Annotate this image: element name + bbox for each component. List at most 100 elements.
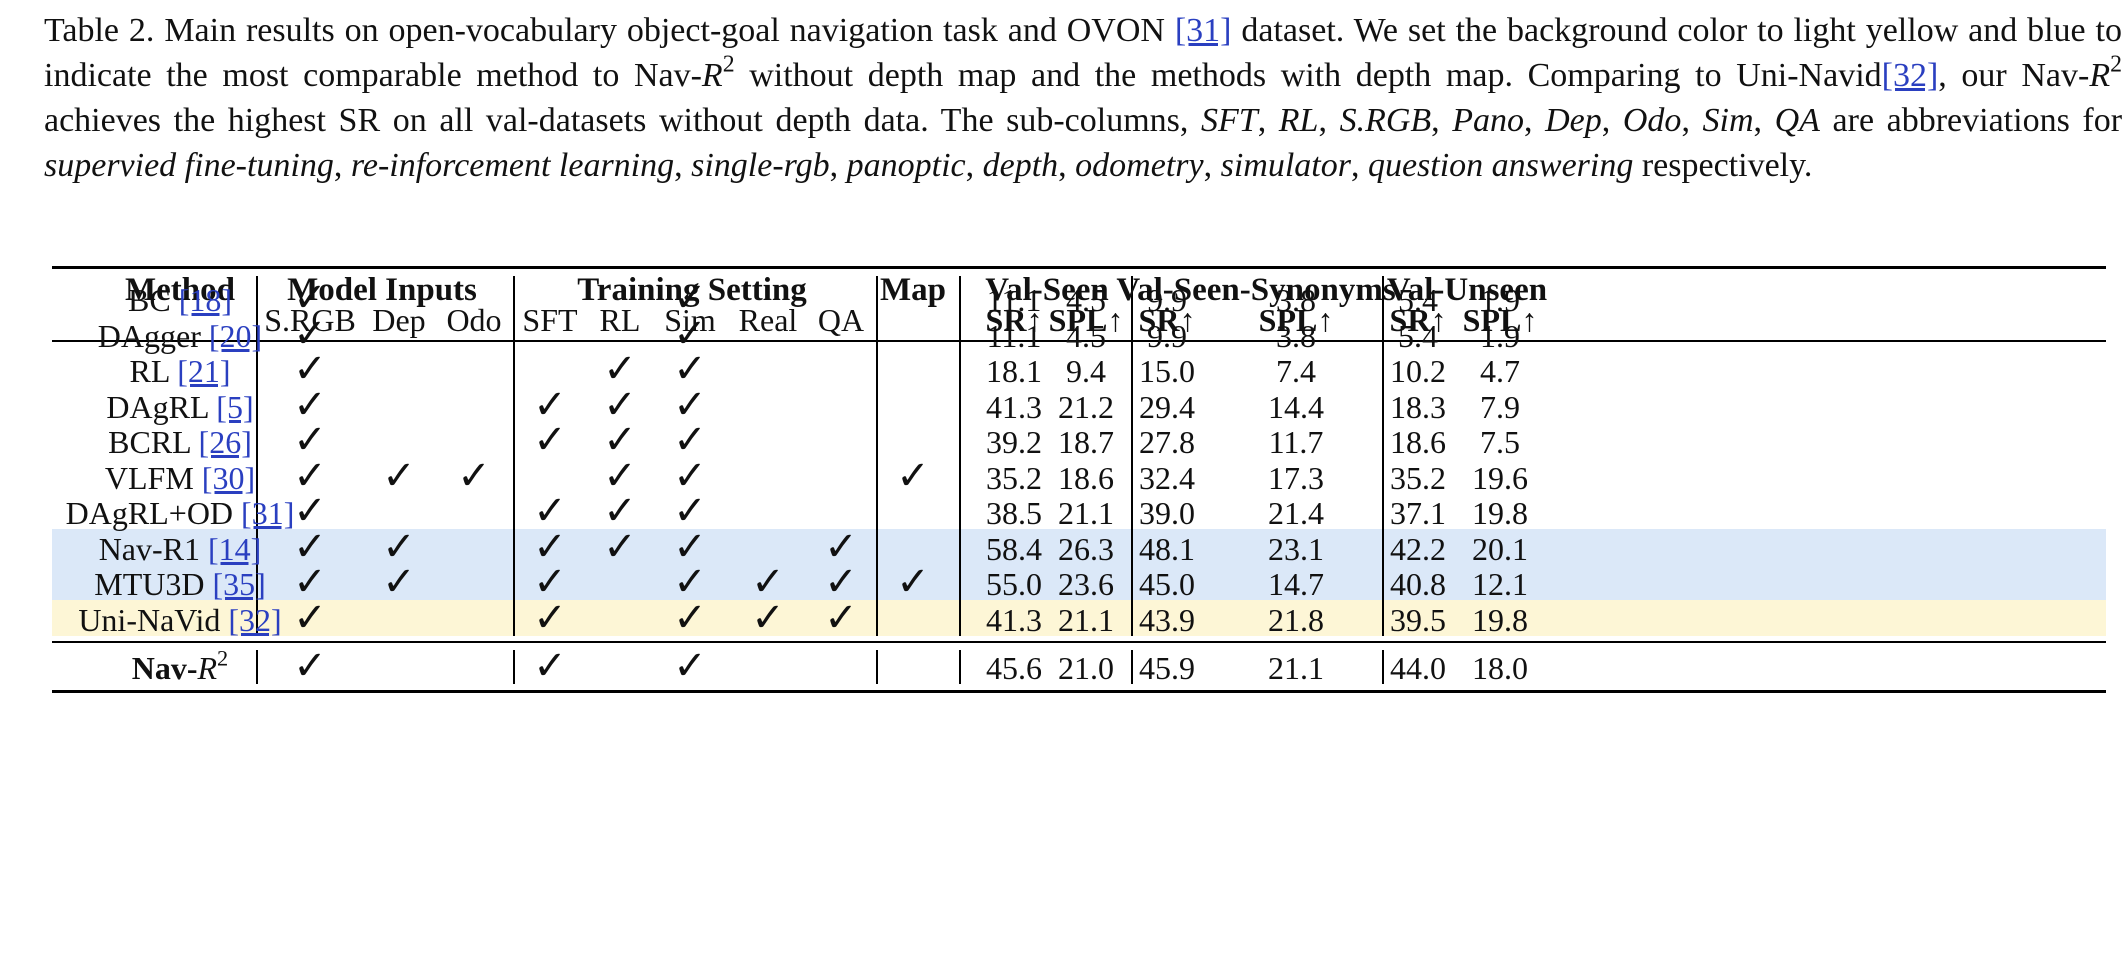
check-mark: ✓ [533,559,567,605]
math-r2: R2 [701,51,735,94]
results-table: Method Model Inputs Training Setting Map Val… [52,266,2106,944]
header-val-unseen: Val-Unseen [1386,272,1548,308]
value-cell: 18.6 [1058,459,1114,496]
subheader-sr: SR↑ [1138,302,1196,338]
check-mark: ✓ [533,417,567,463]
citation-link[interactable]: [30] [201,459,256,496]
caption-text-6: are abbreviations for [1832,102,2123,139]
caption-text-1: Main results on open-vocabulary object-g… [164,12,1165,49]
header-val-seen-synonyms: Val-Seen-Synonyms [1116,272,1396,308]
check-mark: ✓ [751,594,785,641]
citation-link[interactable]: [5] [216,388,254,425]
citation-link[interactable]: [14] [208,530,262,567]
caption-ref-uninavid[interactable]: [32] [1881,57,1939,94]
method-label: BC [128,282,171,318]
citation-link[interactable]: [26] [198,424,252,460]
citation-link[interactable]: [18] [178,282,232,318]
value-cell: 12.1 [1472,566,1528,602]
value-cell: 45.9 [1139,650,1195,686]
caption-text-2: dataset. We set the background color to … [44,12,2122,94]
column-divider [1131,282,1133,636]
method-label: Nav-R1 [98,530,200,567]
subheader-rl: RL [599,302,641,338]
full-odo: odometry [1075,147,1204,184]
method-label: BCRL [108,424,191,460]
method-name: VLFM [30] [105,458,255,498]
subheader-sr: SR↑ [1389,302,1447,338]
column-divider [1382,282,1384,636]
citation-link[interactable]: [35] [212,566,266,602]
citation-link[interactable]: [32] [228,601,282,638]
value-cell: 21.8 [1268,601,1324,638]
value-cell: 10.2 [1390,353,1446,389]
check-mark: ✓ [382,523,416,570]
table-caption: Table 2. Main results on open-vocabulary… [44,12,2123,184]
check-mark: ✓ [603,523,637,570]
method-name: BC [18] [128,280,232,320]
check-mark: ✓ [673,452,707,499]
value-cell: 18.1 [986,353,1042,389]
check-mark: ✓ [896,452,930,499]
check-mark: ✓ [293,594,327,641]
abbr-pano: Pano [1452,102,1525,139]
row-highlight-band [52,599,2106,636]
check-mark: ✓ [673,488,707,534]
value-cell: 35.2 [1390,459,1446,496]
check-mark: ✓ [673,417,707,463]
citation-link[interactable]: [20] [208,317,263,354]
value-cell: 11.7 [1268,424,1324,460]
check-mark: ✓ [533,523,567,570]
check-mark: ✓ [293,275,327,321]
bottom-rule [52,690,2106,693]
value-cell: 20.1 [1472,530,1528,567]
abbr-dep: Dep [1545,102,1602,139]
value-cell: 4.5 [1066,282,1106,318]
value-cell: 19.6 [1472,459,1528,496]
column-divider [876,650,878,684]
subheader-sr: SR↑ [985,302,1043,338]
check-mark: ✓ [293,310,327,357]
full-srgb: single-rgb [691,147,830,184]
method-name: Uni-NaVid [32] [78,600,281,640]
header-map: Map [880,272,946,308]
abbr-qa: QA [1774,102,1820,139]
method-label: MTU3D [94,566,205,602]
value-cell: 48.1 [1139,530,1195,567]
value-cell: 41.3 [986,601,1042,638]
value-cell: 39.0 [1139,495,1195,531]
method-name: DAgRL [5] [106,387,253,427]
value-cell: 21.2 [1058,388,1114,425]
method-label: VLFM [104,459,194,496]
top-rule [52,266,2106,269]
subheader-dep: Dep [372,302,426,338]
math-r2: R2 [197,645,229,686]
header-training-setting: Training Setting [577,272,807,308]
method-label: RL [129,353,170,389]
check-mark: ✓ [673,594,707,641]
value-cell: 35.2 [986,459,1042,496]
citation-link[interactable]: [31] [241,495,295,531]
value-cell: 14.7 [1268,566,1324,602]
check-mark: ✓ [293,381,327,428]
check-mark: ✓ [751,559,785,605]
value-cell: 14.4 [1268,388,1324,425]
abbr-sim: Sim [1702,102,1754,139]
header-rule [52,340,2106,342]
mid-rule [52,641,2106,643]
check-mark: ✓ [824,594,858,641]
column-divider [959,650,961,684]
value-cell: 7.9 [1480,388,1520,425]
check-mark: ✓ [673,559,707,605]
value-cell: 45.6 [986,650,1042,686]
value-cell: 21.1 [1058,495,1114,531]
value-cell: 19.8 [1472,601,1528,638]
value-cell: 9.4 [1066,353,1106,389]
value-cell: 9.9 [1147,282,1187,318]
check-mark: ✓ [293,346,327,392]
value-cell: 21.1 [1268,650,1324,686]
citation-link[interactable]: [21] [177,353,231,389]
caption-ref-ovon[interactable]: [31] [1174,12,1232,49]
full-sim: simulator [1220,147,1351,184]
method-name: RL [21] [129,351,230,391]
check-mark: ✓ [603,346,637,392]
